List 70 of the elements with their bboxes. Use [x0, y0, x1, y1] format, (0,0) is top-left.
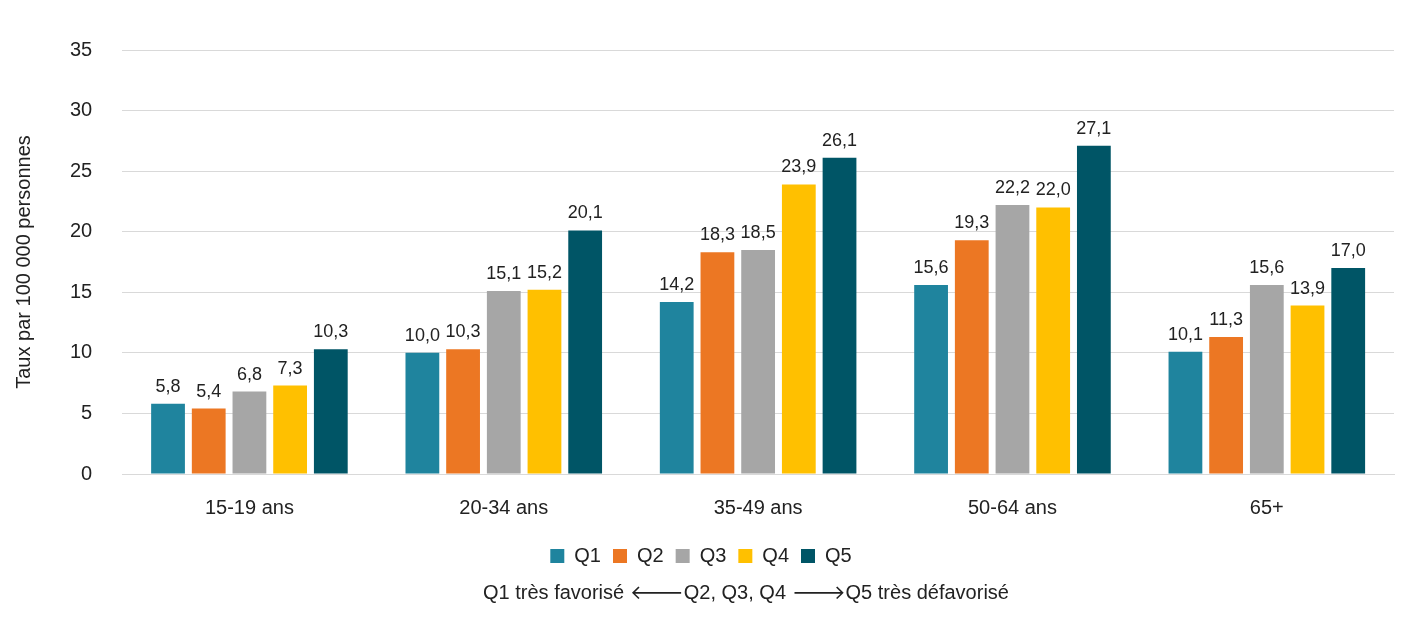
- y-axis-title: Taux par 100 000 personnes: [11, 135, 34, 389]
- bar: [741, 249, 776, 474]
- bar: [1036, 207, 1071, 474]
- data-label: 20,1: [567, 202, 603, 223]
- bar: [1331, 268, 1366, 474]
- data-label: 10,3: [445, 321, 481, 342]
- y-tick-label: 10: [70, 340, 93, 363]
- legend-label: Q1: [574, 543, 601, 566]
- bar: [954, 240, 989, 474]
- data-label: 26,1: [821, 129, 858, 150]
- data-label: 22,0: [1035, 179, 1071, 200]
- bar: [1168, 351, 1203, 474]
- bar: [1290, 305, 1325, 474]
- y-tick-label: 35: [70, 37, 93, 60]
- x-tick-label: 65+: [1249, 495, 1284, 518]
- bar: [1249, 285, 1284, 474]
- y-tick-label: 25: [70, 158, 93, 181]
- bar: [1076, 145, 1111, 474]
- bar: [995, 205, 1030, 474]
- y-tick-label: 15: [70, 279, 93, 302]
- legend-label: Q2: [636, 543, 664, 566]
- data-label: 11,3: [1209, 309, 1243, 330]
- y-tick-label: 30: [70, 98, 93, 121]
- bar: [191, 408, 226, 474]
- data-label: 7,3: [277, 357, 303, 378]
- bar: [527, 289, 562, 474]
- data-label: 15,6: [1249, 256, 1285, 277]
- data-label: 13,9: [1290, 277, 1326, 298]
- data-label: 23,9: [781, 156, 817, 177]
- bar: [446, 349, 480, 474]
- data-label: 15,6: [913, 256, 949, 277]
- legend-label: Q5: [825, 543, 852, 566]
- data-label: 5,4: [196, 380, 222, 401]
- bar: [313, 349, 348, 474]
- data-label: 15,2: [526, 261, 562, 282]
- data-label: 10,3: [313, 321, 349, 342]
- x-axis-title: Q1 très favorisé 🡐Q2, Q3, Q4 🡒Q5 très défavorisé: [482, 580, 1010, 604]
- y-tick-label: 20: [70, 219, 93, 242]
- data-label: 10,0: [404, 324, 440, 345]
- bar: [568, 230, 603, 474]
- bar: [822, 157, 857, 474]
- data-label: 19,3: [954, 212, 990, 233]
- data-label: 5,8: [155, 375, 181, 396]
- data-label: 6,8: [236, 363, 262, 384]
- bar: [1209, 337, 1244, 474]
- x-tick-label: 20-34 ans: [459, 495, 549, 518]
- bar: [914, 285, 948, 474]
- data-label: 17,0: [1330, 240, 1366, 261]
- data-label: 18,3: [699, 224, 735, 245]
- bar: [151, 403, 185, 474]
- data-label: 10,1: [1167, 323, 1203, 344]
- legend-label: Q4: [762, 543, 790, 566]
- data-label: 18,5: [740, 221, 776, 242]
- data-label: 14,2: [659, 273, 695, 294]
- x-tick-label: 15-19 ans: [204, 495, 294, 518]
- bar: [659, 301, 694, 474]
- data-label: 22,2: [994, 177, 1030, 198]
- data-label: 27,1: [1076, 117, 1112, 138]
- y-tick-label: 0: [81, 461, 93, 484]
- x-tick-label: 50-64 ans: [967, 495, 1057, 518]
- data-label: 15,1: [486, 263, 522, 284]
- legend-label: Q3: [699, 543, 727, 566]
- x-tick-label: 35-49 ans: [713, 495, 803, 518]
- bar: [781, 184, 816, 474]
- bar: [273, 385, 308, 474]
- bar: [486, 291, 521, 474]
- bar: [405, 352, 440, 474]
- bar: [700, 252, 735, 474]
- bar: [232, 391, 267, 474]
- y-tick-label: 5: [81, 400, 93, 423]
